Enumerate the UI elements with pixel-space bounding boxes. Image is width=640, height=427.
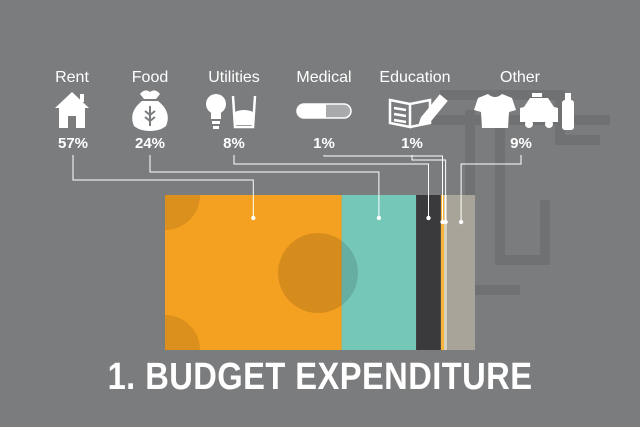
leader-line-other: [460, 155, 522, 222]
pct-utilities: 8%: [223, 135, 245, 152]
leader-line-education: [411, 155, 447, 222]
label-utilities: Utilities: [208, 69, 260, 86]
grain-sack-icon: [132, 90, 168, 131]
leader-dot-other: [458, 219, 464, 225]
bar-segment-education: [444, 195, 448, 350]
bill-decoration: [165, 195, 358, 350]
leader-dot-education: [443, 219, 448, 225]
bar-segment-rent: [165, 195, 342, 350]
label-food: Food: [131, 69, 169, 86]
pct-food: 24%: [134, 135, 166, 152]
bar-segment-utilities: [416, 195, 441, 350]
background-decoration: [430, 90, 610, 295]
shirt-car-bottle-icon: [474, 93, 574, 130]
chart-title: 1. BUDGET EXPENDITURE: [107, 356, 533, 398]
pct-rent: 57%: [57, 135, 89, 152]
leader-lines: [72, 155, 522, 225]
pct-education: 1%: [401, 135, 423, 152]
leader-line-utilities: [233, 155, 429, 218]
book-pencil-icon: [388, 94, 448, 129]
leader-line-rent: [72, 155, 254, 218]
label-education: Education: [379, 69, 451, 86]
label-medical: Medical: [296, 69, 352, 86]
pct-other: 9%: [510, 135, 532, 152]
pct-medical: 1%: [313, 135, 335, 152]
label-rent: Rent: [55, 69, 89, 86]
leader-dot-medical: [440, 219, 445, 225]
leader-dot-rent: [251, 215, 256, 221]
bar-segment-food: [341, 195, 417, 350]
expenditure-bar: [165, 195, 475, 350]
leader-dot-food: [376, 215, 382, 221]
house-icon: [55, 92, 89, 128]
pill-icon: [296, 103, 352, 119]
label-other: Other: [499, 69, 541, 86]
leader-line-food: [149, 155, 380, 218]
leader-line-medical: [323, 155, 443, 222]
bulb-and-water-icon: [206, 94, 257, 129]
leader-dot-utilities: [426, 215, 431, 221]
bar-segment-medical: [440, 195, 444, 350]
